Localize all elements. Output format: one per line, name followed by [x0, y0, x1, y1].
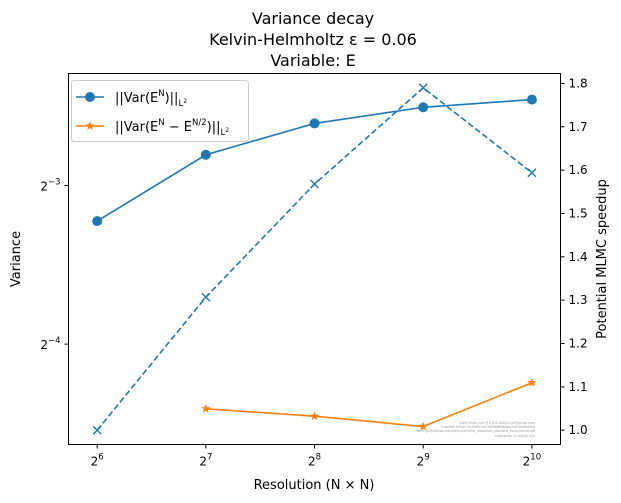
chart-title-line-2: Kelvin-Helmholtz ε = 0.06	[209, 30, 417, 49]
y-right-tick-label: 1.8	[569, 76, 588, 90]
series-2-point	[418, 421, 428, 431]
series-3-point	[527, 168, 537, 178]
series-2-point	[201, 403, 211, 413]
y-right-tick-label: 1.1	[569, 380, 588, 394]
series-3-point	[92, 425, 102, 435]
series-1-point	[526, 94, 537, 105]
series-layer	[92, 83, 537, 435]
svg-text:Hostname: lu-and-fy-003: Hostname: lu-and-fy-003	[495, 434, 535, 438]
legend-frame	[71, 80, 249, 142]
chart-title-line-1: Variance decay	[252, 9, 374, 28]
chart-title: Variance decay Kelvin-Helmholtz ε = 0.06…	[209, 9, 417, 70]
legend-swatch-marker	[85, 121, 95, 130]
watermark: Kjetil Olsen Lye @ ETHZ kjetil.o.lye@gma…	[415, 421, 535, 438]
series-1	[92, 94, 537, 227]
y-left-tick-label: 2−3	[40, 178, 60, 194]
legend-swatch-marker	[85, 92, 95, 102]
series-3	[92, 83, 537, 435]
y-right-tick-label: 1.2	[569, 337, 588, 351]
series-1-point	[200, 149, 211, 160]
series-3-point	[201, 292, 211, 302]
legend-entry-label: ||Var(EN − EN/2)||L2	[115, 118, 229, 138]
y-right-tick-label: 1.7	[569, 120, 588, 134]
series-3-point	[310, 179, 320, 189]
legend-entry-label: ||Var(EN)||L2	[115, 89, 187, 109]
series-1-point	[309, 118, 320, 129]
svg-text:Kjetil Olsen Lye @ ETHZ kjetil: Kjetil Olsen Lye @ ETHZ kjetil.o.lye@gma…	[460, 421, 535, 425]
x-tick-label: 29	[417, 453, 430, 469]
y-right-tick-label: 1.4	[569, 250, 588, 264]
chart-title-line-3: Variable: E	[270, 51, 355, 70]
svg-text:Repo: git@github.com:kjetil-ly: Repo: git@github.com:kjetil-lye/mlmc_sta…	[415, 429, 535, 433]
y-right-tick-label: 1.0	[569, 423, 588, 437]
x-tick-label: 28	[308, 453, 321, 469]
x-tick-label: 27	[199, 453, 212, 469]
series-1-point	[92, 216, 103, 227]
series-3-point	[418, 83, 428, 93]
series-2	[201, 377, 537, 431]
y-left-tick-label: 2−4	[40, 336, 60, 352]
legend: ||Var(EN)||L2 ||Var(EN − EN/2)||L2	[71, 80, 249, 142]
y-right-tick-label: 1.3	[569, 293, 588, 307]
y-axis-label-right: Potential MLMC speedup	[595, 179, 610, 339]
series-2-point	[527, 377, 537, 387]
series-2-point	[309, 411, 320, 421]
x-axis-label: Resolution (N × N)	[254, 478, 375, 493]
x-tick-label: 26	[91, 453, 104, 469]
series-2-line	[205, 381, 533, 428]
y-axis-label-left: Variance	[9, 231, 24, 287]
series-1-point	[418, 102, 429, 113]
y-right-tick-label: 1.5	[569, 206, 588, 220]
y-right-tick-label: 1.6	[569, 163, 588, 177]
axis-layer: 26 27 28 29 210 2−4 2−3 1.0 1.1 1.2 1.3 1.4 1.5 1.6 1.…	[40, 76, 587, 468]
svg-text:Commit: 850a07ac9af3ce414005e8: Commit: 850a07ac9af3ce414005e8b4b0eb7e01…	[442, 425, 535, 429]
x-tick-label: 210	[523, 453, 541, 469]
